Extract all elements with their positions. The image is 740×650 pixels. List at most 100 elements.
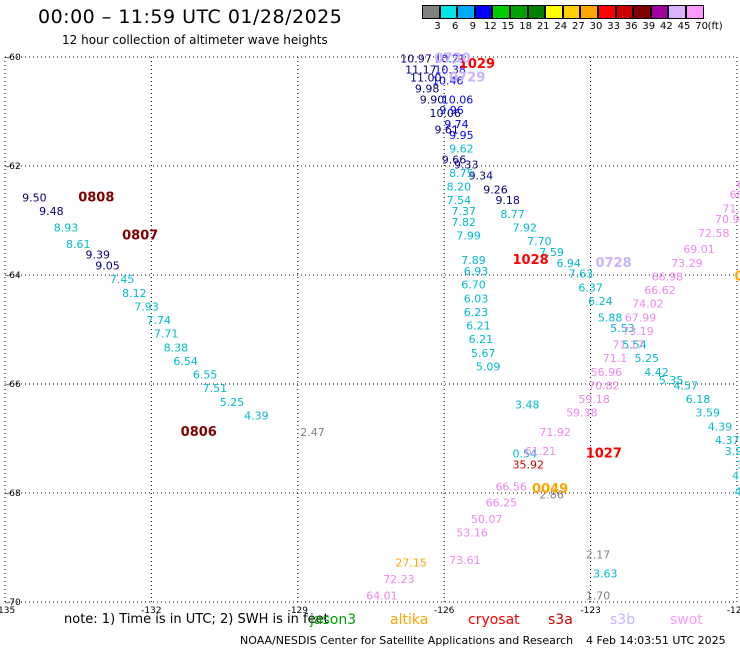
data-point-label: 8.61	[66, 238, 91, 251]
legend-label: 9	[469, 21, 476, 32]
data-point-label: 5.54	[622, 339, 647, 352]
data-point-label: 9.95	[449, 129, 474, 142]
data-point-label: 9.18	[495, 194, 520, 207]
legend-swatch	[668, 5, 686, 19]
data-point-label: 9.98	[415, 82, 440, 95]
y-tick-label: -64	[6, 271, 21, 281]
data-point-label: 8.77	[500, 208, 525, 221]
data-point-label: 6.23	[464, 306, 489, 319]
data-point-label: 10.38	[434, 63, 466, 76]
data-point-label: 11.17	[405, 63, 437, 76]
legend-label: 6	[452, 21, 459, 32]
data-point-label: 64.01	[366, 589, 398, 602]
data-point-label: 9.74	[444, 118, 469, 131]
data-point-label: 5.67	[471, 347, 496, 360]
data-point-label: 4.86	[732, 469, 740, 482]
data-point-label: 8.38	[164, 341, 189, 354]
data-point-label: 8.12	[122, 287, 146, 300]
data-point-label: 4.39	[708, 420, 733, 433]
footer-credit: NOAA/NESDIS Center for Satellite Applica…	[240, 634, 574, 647]
data-point-label: 3.50	[737, 458, 740, 471]
data-point-label: 10.97	[400, 52, 432, 65]
legend-label: 30	[589, 21, 603, 32]
mission-label: swot	[670, 612, 703, 628]
data-point-label: 6.94	[556, 257, 581, 270]
data-point-label: 7.54	[447, 194, 472, 207]
data-point-label: 73.29	[671, 257, 703, 270]
data-point-label: 5.25	[635, 352, 660, 365]
data-point-label: 59.38	[566, 407, 598, 420]
data-point-label: 66.62	[644, 284, 676, 297]
data-point-label: 2.86	[539, 488, 564, 501]
data-point-label: 9.33	[454, 159, 479, 172]
mission-label: jason3	[310, 612, 357, 628]
data-point-label: 3.59	[696, 407, 721, 420]
data-point-label: 61.21	[525, 445, 557, 458]
y-tick-label: -70	[6, 598, 21, 608]
data-point-label: 7.59	[539, 246, 564, 259]
data-point-label: 0.54	[513, 448, 538, 461]
data-point-label: 7.71	[154, 328, 179, 341]
time-label: 0808	[78, 190, 114, 205]
data-point-label: 4.37	[715, 434, 740, 447]
time-label: 0049	[532, 482, 568, 497]
time-label: 0730	[434, 51, 470, 66]
mission-label: altika	[390, 612, 429, 628]
time-label: 1029	[459, 57, 495, 72]
data-point-label: 71.17	[613, 339, 645, 352]
data-point-label: 7.45	[110, 273, 135, 286]
data-point-label: 7.82	[452, 216, 477, 229]
legend-swatch	[562, 5, 581, 19]
data-point-label: 66.56	[495, 480, 527, 493]
data-point-label: 7.51	[203, 382, 228, 395]
legend-swatch	[615, 5, 634, 19]
time-label: 0729	[449, 71, 485, 86]
legend-label: 36	[624, 21, 638, 32]
data-point-label: 9.50	[22, 191, 47, 204]
data-point-label: 10.46	[432, 74, 464, 87]
data-point-label: 73.61	[449, 554, 481, 567]
data-point-label: 69	[737, 178, 740, 191]
legend-label: 39	[642, 21, 656, 32]
data-point-label: 5.53	[610, 322, 635, 335]
data-point-label: 69.01	[683, 243, 715, 256]
data-point-label: 8.75	[449, 167, 474, 180]
legend-swatch	[492, 5, 510, 19]
chart-subtitle: 12 hour collection of altimeter wave hei…	[62, 33, 328, 47]
data-point-label: 7.92	[513, 221, 538, 234]
data-point-label: 8.20	[447, 181, 472, 194]
data-point-label: 4.39	[244, 409, 269, 422]
time-label: 0806	[181, 425, 217, 440]
legend-label: 21	[536, 21, 550, 32]
data-point-label: 9.34	[469, 170, 494, 183]
data-point-label: 10.21	[434, 52, 466, 65]
mission-label: s3a	[548, 612, 573, 628]
data-point-label: 1.70	[586, 589, 611, 602]
legend-label: 70	[695, 21, 708, 32]
data-point-label: 5.35	[659, 374, 684, 387]
legend-swatch	[527, 5, 546, 19]
legend-label: 42	[660, 21, 673, 32]
data-point-label: 6.21	[469, 333, 494, 346]
data-point-label: 6.54	[173, 355, 198, 368]
legend-label: 3	[434, 21, 441, 32]
legend-swatch	[650, 5, 669, 19]
legend-label: 15	[501, 21, 515, 32]
data-point-label: 10.06	[442, 93, 474, 106]
data-point-label: 10.06	[430, 107, 462, 120]
legend-swatch	[598, 5, 616, 19]
time-label: 1028	[513, 253, 549, 268]
data-point-label: 7.89	[461, 254, 486, 267]
time-label: 0807	[122, 229, 158, 244]
data-point-label: 6.03	[464, 292, 489, 305]
data-point-label: 6.70	[461, 279, 486, 292]
x-tick-label: -135	[0, 606, 15, 616]
y-tick-label: -60	[6, 53, 21, 63]
data-point-label: 4.57	[674, 379, 699, 392]
legend-label: 33	[607, 21, 620, 32]
x-tick-label: -129	[288, 606, 309, 616]
data-point-label: 11.00	[410, 72, 442, 85]
data-point-label: 5.25	[220, 396, 245, 409]
data-point-label: 7.70	[527, 235, 552, 248]
